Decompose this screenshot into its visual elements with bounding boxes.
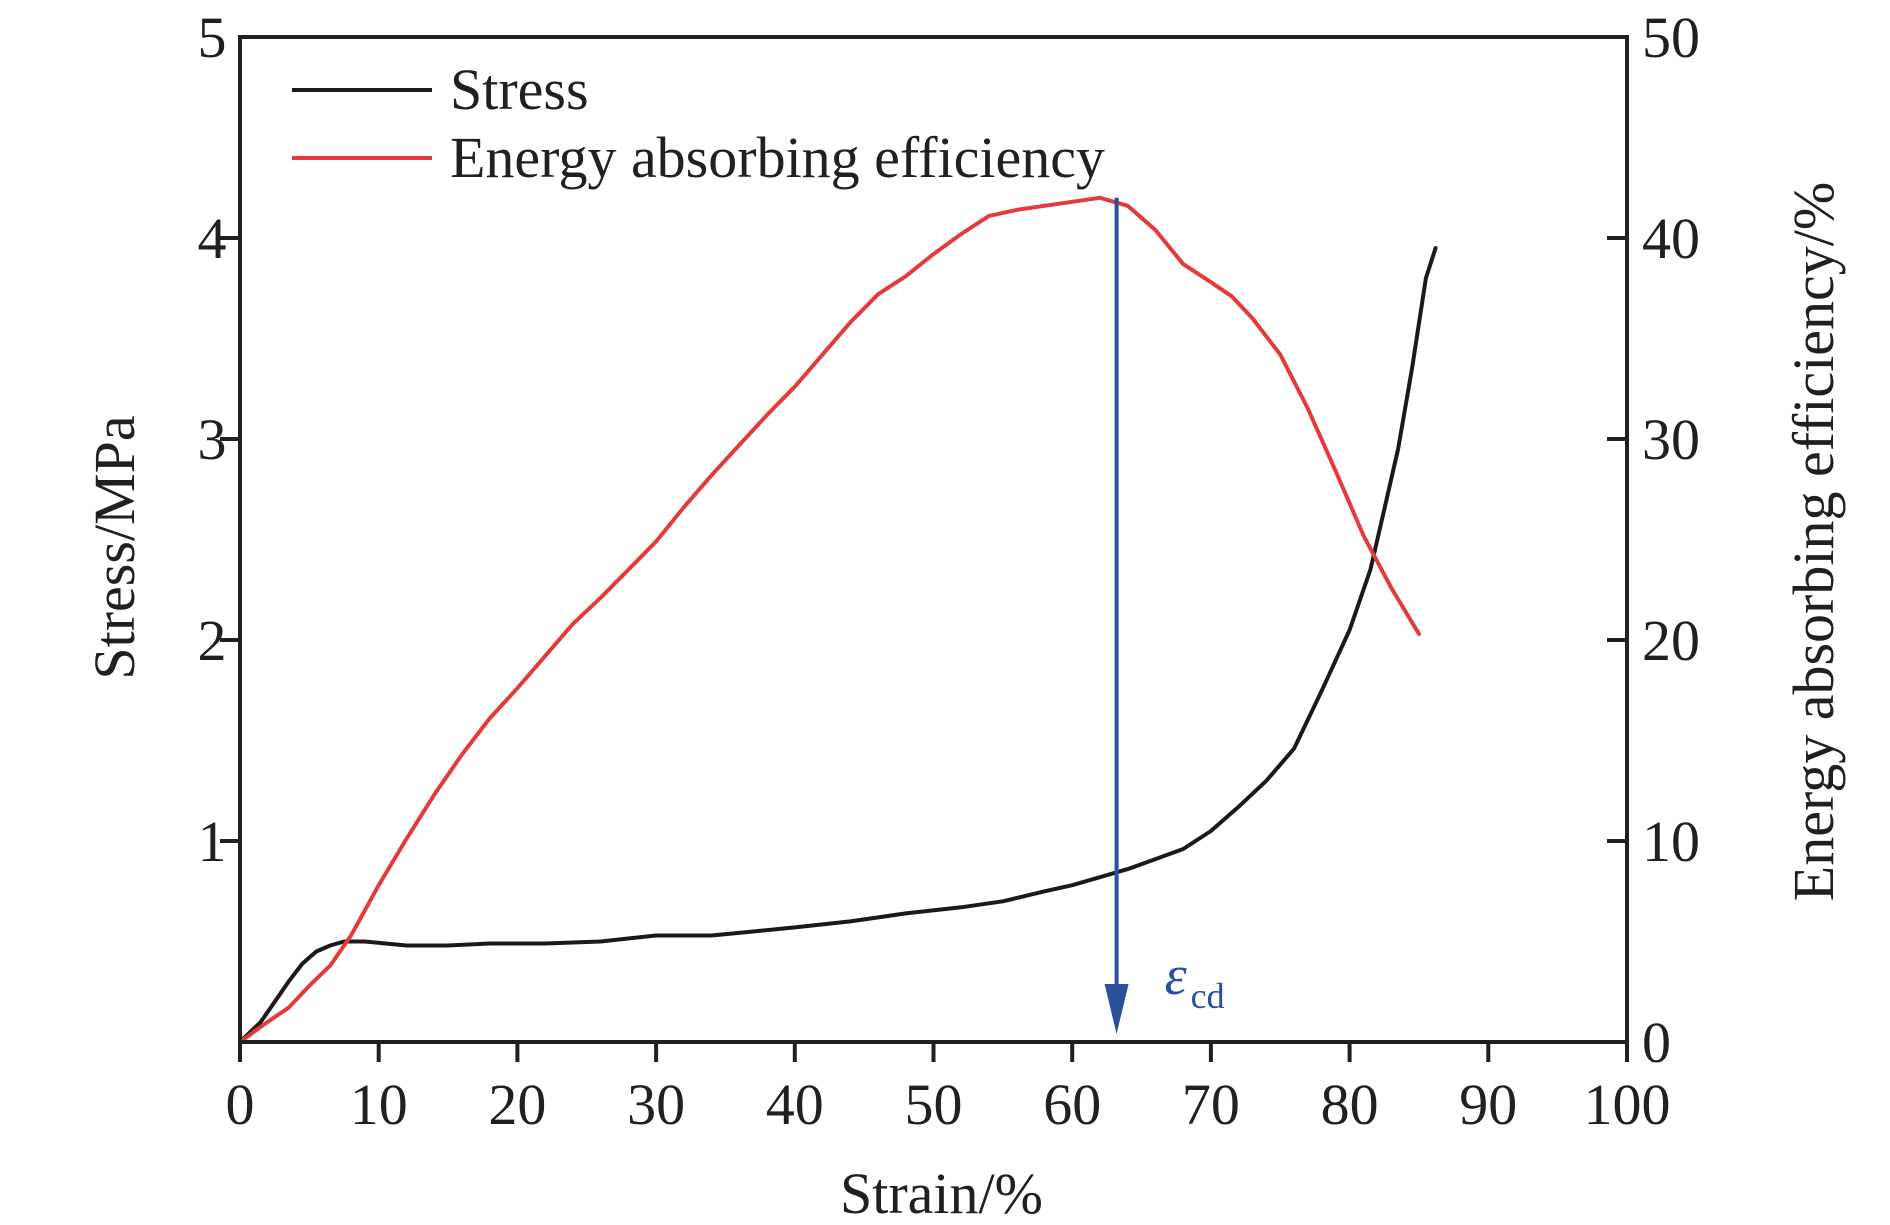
x-tick-label: 0 [226, 1072, 255, 1137]
y-tick-label: 1 [198, 809, 227, 874]
y2-tick-label: 30 [1642, 407, 1700, 472]
x-tick-label: 40 [766, 1072, 824, 1137]
series-line-stress [238, 246, 1438, 1044]
x-tick-label: 90 [1459, 1072, 1517, 1137]
y2-tick-label: 20 [1642, 608, 1700, 673]
y-axis-title: Stress/MPa [82, 415, 147, 679]
axes-layer: Strain/% Stress/MPa Energy absorbing effic… [82, 35, 1846, 1225]
y2-tick-label: 40 [1642, 206, 1700, 271]
plot-curves [238, 195, 1438, 1044]
x-tick-label: 80 [1321, 1072, 1379, 1137]
x-tick-label: 70 [1182, 1072, 1240, 1137]
legend-label-energy-absorbing-efficiency: Energy absorbing efficiency [450, 125, 1105, 190]
x-tick-label: 50 [905, 1072, 963, 1137]
annotation-layer: ε cd [1104, 197, 1225, 1034]
y2-tick-label: 10 [1642, 809, 1700, 874]
y2-axis-title: Energy absorbing efficiency/% [1781, 182, 1846, 901]
y2-tick-label: 0 [1642, 1010, 1671, 1075]
y-tick-label: 2 [198, 608, 227, 673]
x-axis-title: Strain/% [840, 1161, 1043, 1220]
y-tick-label: 4 [198, 206, 227, 271]
legend-label-stress: Stress [450, 57, 589, 122]
x-tick-label: 20 [488, 1072, 546, 1137]
y-tick-label: 5 [198, 5, 227, 70]
x-tick-label: 30 [627, 1072, 685, 1137]
x-tick-label: 100 [1584, 1072, 1671, 1137]
x-tick-label: 60 [1043, 1072, 1101, 1137]
series-line-energy-absorbing-efficiency [238, 195, 1421, 1044]
y-tick-label: 3 [198, 407, 227, 472]
critical-strain-arrow-head [1104, 983, 1129, 1034]
critical-strain-label: ε cd [1165, 945, 1225, 1016]
x-tick-label: 10 [350, 1072, 408, 1137]
critical-strain-symbol: ε [1165, 945, 1188, 1007]
critical-strain-subscript: cd [1191, 976, 1225, 1016]
y2-tick-label: 50 [1642, 5, 1700, 70]
